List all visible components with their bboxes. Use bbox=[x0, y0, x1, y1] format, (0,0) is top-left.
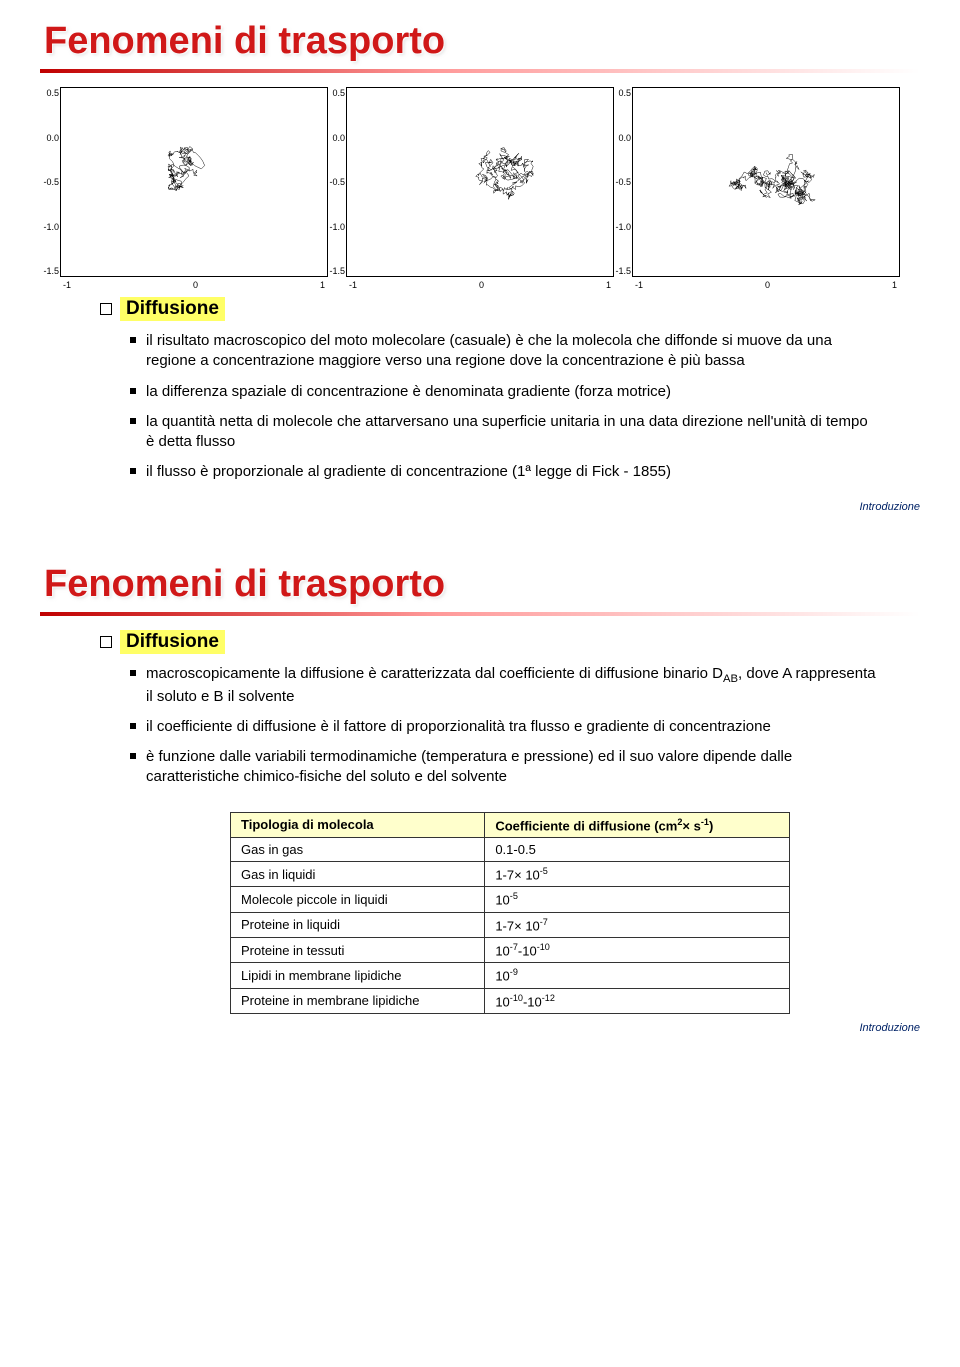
table-row: Lipidi in membrane lipidiche10-9 bbox=[231, 963, 790, 988]
bullet-text: la differenza spaziale di concentrazione… bbox=[146, 382, 671, 402]
list-item: la differenza spaziale di concentrazione… bbox=[130, 382, 880, 402]
cell-type: Lipidi in membrane lipidiche bbox=[231, 963, 485, 988]
random-walk-plot: 0.50.0-0.5-1.0-1.5-101 bbox=[632, 87, 900, 277]
diffusion-coefficients-table: Tipologia di molecola Coefficiente di di… bbox=[230, 812, 790, 1014]
list-item: il risultato macroscopico del moto molec… bbox=[130, 331, 880, 372]
random-walk-plot: 0.50.0-0.5-1.0-1.5-101 bbox=[346, 87, 614, 277]
bullet-text: il coefficiente di diffusione è il fatto… bbox=[146, 717, 771, 737]
cell-type: Molecole piccole in liquidi bbox=[231, 887, 485, 912]
slide-title: Fenomeni di trasporto bbox=[40, 563, 920, 606]
slide-title: Fenomeni di trasporto bbox=[40, 20, 920, 63]
section-header: Diffusione bbox=[100, 630, 920, 654]
bullet-text: il risultato macroscopico del moto molec… bbox=[146, 331, 880, 372]
slide-1: Fenomeni di trasporto 0.50.0-0.5-1.0-1.5… bbox=[0, 0, 960, 523]
cell-type: Gas in gas bbox=[231, 838, 485, 862]
col-header-coefficient: Coefficiente di diffusione (cm2× s-1) bbox=[485, 812, 790, 837]
section-diffusione: Diffusione il risultato macroscopico del… bbox=[40, 297, 920, 483]
table-row: Gas in gas0.1-0.5 bbox=[231, 838, 790, 862]
table-row: Gas in liquidi1-7× 10-5 bbox=[231, 862, 790, 887]
table-body: Gas in gas0.1-0.5Gas in liquidi1-7× 10-5… bbox=[231, 838, 790, 1014]
list-item: la quantità netta di molecole che attarv… bbox=[130, 412, 880, 453]
col-header-type: Tipologia di molecola bbox=[231, 812, 485, 837]
footer-note: Introduzione bbox=[859, 1022, 920, 1034]
list-item: il flusso è proporzionale al gradiente d… bbox=[130, 462, 880, 482]
bullet-text: il flusso è proporzionale al gradiente d… bbox=[146, 462, 671, 482]
list-item: macroscopicamente la diffusione è caratt… bbox=[130, 664, 880, 707]
diffusion-table-wrap: Tipologia di molecola Coefficiente di di… bbox=[230, 812, 790, 1014]
section-diffusione-2: Diffusione macroscopicamente la diffusio… bbox=[40, 630, 920, 1014]
bullet-text: macroscopicamente la diffusione è caratt… bbox=[146, 664, 880, 707]
random-walk-plot: 0.50.0-0.5-1.0-1.5-101 bbox=[60, 87, 328, 277]
bullet-text: la quantità netta di molecole che attarv… bbox=[146, 412, 880, 453]
cell-coefficient: 1-7× 10-5 bbox=[485, 862, 790, 887]
cell-coefficient: 0.1-0.5 bbox=[485, 838, 790, 862]
cell-coefficient: 10-7-10-10 bbox=[485, 938, 790, 963]
cell-coefficient: 10-9 bbox=[485, 963, 790, 988]
title-underline bbox=[40, 612, 920, 616]
table-row: Proteine in membrane lipidiche10-10-10-1… bbox=[231, 988, 790, 1013]
list-item: il coefficiente di diffusione è il fatto… bbox=[130, 717, 880, 737]
slide-2: Fenomeni di trasporto Diffusione macrosc… bbox=[0, 523, 960, 1044]
bullet-square-open bbox=[100, 636, 112, 648]
table-header-row: Tipologia di molecola Coefficiente di di… bbox=[231, 812, 790, 837]
bullet-square-filled bbox=[130, 670, 136, 676]
bullet-square-filled bbox=[130, 468, 136, 474]
bullet-square-filled bbox=[130, 753, 136, 759]
bullet-text: è funzione dalle variabili termodinamich… bbox=[146, 747, 880, 788]
table-row: Proteine in tessuti10-7-10-10 bbox=[231, 938, 790, 963]
bullet-list-1: il risultato macroscopico del moto molec… bbox=[100, 331, 920, 483]
cell-coefficient: 10-10-10-12 bbox=[485, 988, 790, 1013]
bullet-list-2: macroscopicamente la diffusione è caratt… bbox=[100, 664, 920, 788]
bullet-square-filled bbox=[130, 418, 136, 424]
section-header: Diffusione bbox=[100, 297, 920, 321]
cell-type: Proteine in tessuti bbox=[231, 938, 485, 963]
section-label: Diffusione bbox=[120, 297, 225, 321]
bullet-square-filled bbox=[130, 337, 136, 343]
title-underline bbox=[40, 69, 920, 73]
bullet-square-open bbox=[100, 303, 112, 315]
section-label: Diffusione bbox=[120, 630, 225, 654]
cell-type: Proteine in membrane lipidiche bbox=[231, 988, 485, 1013]
cell-type: Gas in liquidi bbox=[231, 862, 485, 887]
plots-row: 0.50.0-0.5-1.0-1.5-1010.50.0-0.5-1.0-1.5… bbox=[60, 87, 900, 277]
table-row: Molecole piccole in liquidi10-5 bbox=[231, 887, 790, 912]
bullet-square-filled bbox=[130, 723, 136, 729]
cell-type: Proteine in liquidi bbox=[231, 912, 485, 937]
bullet-square-filled bbox=[130, 388, 136, 394]
footer-note: Introduzione bbox=[859, 501, 920, 513]
list-item: è funzione dalle variabili termodinamich… bbox=[130, 747, 880, 788]
cell-coefficient: 1-7× 10-7 bbox=[485, 912, 790, 937]
cell-coefficient: 10-5 bbox=[485, 887, 790, 912]
table-row: Proteine in liquidi1-7× 10-7 bbox=[231, 912, 790, 937]
